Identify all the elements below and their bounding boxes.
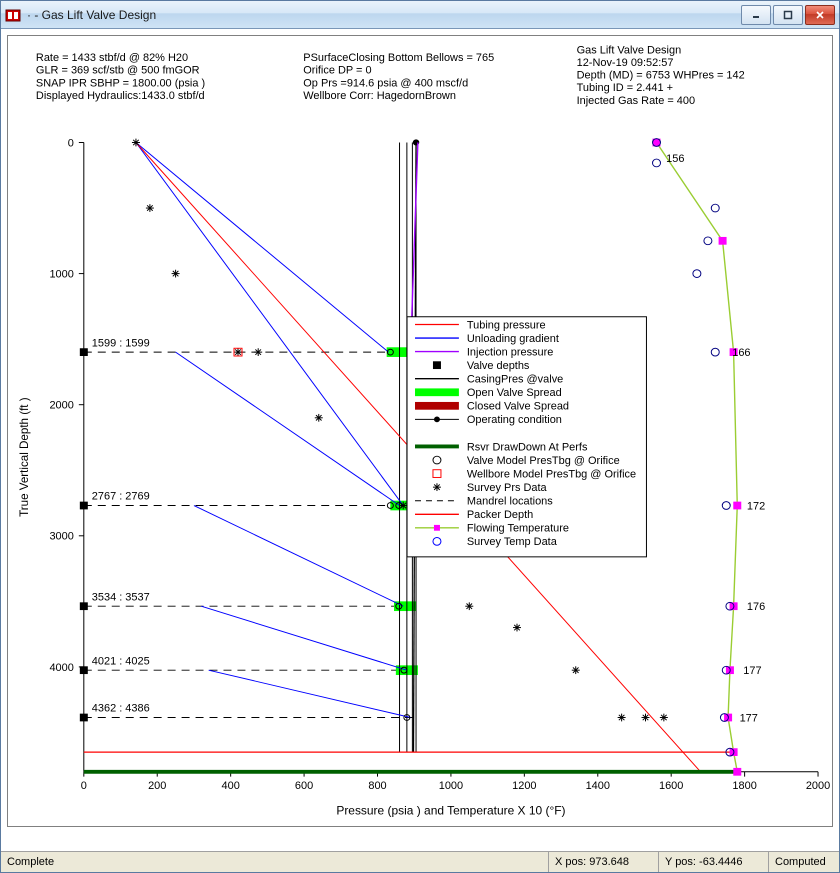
svg-text:176: 176	[747, 601, 765, 613]
svg-text:Op Prs =914.6 psia @ 400 mscf: Op Prs =914.6 psia @ 400 mscf/d	[303, 77, 468, 89]
svg-text:PSurfaceClosing Bottom Bellows: PSurfaceClosing Bottom Bellows = 765	[303, 52, 494, 64]
svg-text:4362 : 4386: 4362 : 4386	[92, 703, 150, 715]
svg-text:1000: 1000	[439, 780, 463, 792]
svg-text:4000: 4000	[49, 662, 73, 674]
svg-text:Gas Lift Valve Design: Gas Lift Valve Design	[577, 45, 682, 57]
svg-text:GLR = 369 scf/stb @ 500 fmGOR: GLR = 369 scf/stb @ 500 fmGOR	[36, 65, 200, 77]
svg-text:Survey Temp Data: Survey Temp Data	[467, 536, 557, 548]
svg-text:2000: 2000	[49, 400, 73, 412]
svg-text:Flowing Temperature: Flowing Temperature	[467, 523, 569, 535]
svg-text:4021 : 4025: 4021 : 4025	[92, 656, 150, 668]
svg-text:Orifice DP = 0: Orifice DP = 0	[303, 65, 371, 77]
app-icon	[5, 7, 21, 23]
svg-text:Depth (MD) = 6753 WHPre: Depth (MD) = 6753 WHPres = 142	[577, 70, 745, 82]
svg-text:177: 177	[743, 665, 761, 677]
statusbar: Complete X pos: 973.648 Y pos: -63.4446 …	[1, 851, 839, 872]
svg-text:Injected Gas Rate = 400: Injected Gas Rate = 400	[577, 95, 695, 107]
svg-text:Wellbore Model PresTbg @ Orifi: Wellbore Model PresTbg @ Orifice	[467, 469, 636, 481]
svg-text:Survey Prs Data: Survey Prs Data	[467, 482, 547, 494]
status-mode: Computed	[769, 852, 839, 872]
svg-text:Tubing ID = 2.441 +: Tubing ID = 2.441 +	[577, 82, 673, 94]
svg-text:Tubing pressure: Tubing pressure	[467, 320, 546, 332]
svg-text:Mandrel locations: Mandrel locations	[467, 496, 553, 508]
svg-text:CasingPres @valve: CasingPres @valve	[467, 374, 563, 386]
svg-text:156: 156	[666, 153, 684, 165]
plot-panel: Rate = 1433 stbf/d @ 82% H20GLR = 369 sc…	[7, 35, 833, 827]
svg-text:400: 400	[222, 780, 240, 792]
svg-text:1000: 1000	[49, 269, 73, 281]
svg-text:Packer Depth: Packer Depth	[467, 509, 533, 521]
status-left: Complete	[1, 852, 549, 872]
status-ypos: Y pos: -63.4446	[659, 852, 769, 872]
svg-text:0: 0	[81, 780, 87, 792]
svg-text:0: 0	[68, 138, 74, 150]
svg-text:12-Nov-19 09:52:57: 12-Nov-19 09:52:57	[577, 57, 674, 69]
svg-text:Displayed Hydraulics:1433.0 st: Displayed Hydraulics:1433.0 stbf/d	[36, 90, 205, 102]
svg-text:Pressure (psia ) and Tempera: Pressure (psia ) and Temperature X 10 (°…	[336, 805, 565, 818]
svg-text:1800: 1800	[732, 780, 756, 792]
svg-text:172: 172	[747, 501, 765, 513]
svg-text:Valve depths: Valve depths	[467, 360, 530, 372]
svg-text:Wellbore Corr: HagedornBrown: Wellbore Corr: HagedornBrown	[303, 90, 456, 102]
app-window: · - Gas Lift Valve Design Rate = 1433 st…	[0, 0, 840, 873]
svg-text:2767 : 2769: 2767 : 2769	[92, 491, 150, 503]
svg-text:600: 600	[295, 780, 313, 792]
minimize-button[interactable]	[741, 5, 771, 25]
content-area: Rate = 1433 stbf/d @ 82% H20GLR = 369 sc…	[1, 29, 839, 851]
svg-text:Closed Valve Spread: Closed Valve Spread	[467, 401, 569, 413]
svg-text:Operating condition: Operating condition	[467, 414, 562, 426]
svg-text:1400: 1400	[586, 780, 610, 792]
svg-text:Open Valve Spread: Open Valve Spread	[467, 387, 562, 399]
svg-text:1600: 1600	[659, 780, 683, 792]
svg-text:1599 : 1599: 1599 : 1599	[92, 337, 150, 349]
svg-text:Rsvr DrawDown At Perfs: Rsvr DrawDown At Perfs	[467, 441, 588, 453]
svg-text:Rate = 1433 stbf/d @ 82% H20: Rate = 1433 stbf/d @ 82% H20	[36, 52, 188, 64]
window-title: · - Gas Lift Valve Design	[27, 8, 741, 22]
svg-text:3000: 3000	[49, 531, 73, 543]
svg-text:800: 800	[368, 780, 386, 792]
svg-text:177: 177	[740, 713, 758, 725]
chart-canvas[interactable]: Rate = 1433 stbf/d @ 82% H20GLR = 369 sc…	[8, 36, 832, 826]
close-button[interactable]	[805, 5, 835, 25]
svg-text:3534 : 3537: 3534 : 3537	[92, 592, 150, 604]
svg-text:SNAP IPR SBHP = 1800.00 (psia: SNAP IPR SBHP = 1800.00 (psia )	[36, 77, 205, 89]
svg-text:True Vertical Depth (ft ): True Vertical Depth (ft )	[18, 397, 31, 517]
svg-text:2000: 2000	[806, 780, 830, 792]
svg-text:200: 200	[148, 780, 166, 792]
svg-text:Valve Model PresTbg @ Orifice: Valve Model PresTbg @ Orifice	[467, 455, 620, 467]
svg-text:Injection pressure: Injection pressure	[467, 347, 554, 359]
status-xpos: X pos: 973.648	[549, 852, 659, 872]
svg-text:166: 166	[732, 347, 750, 359]
titlebar: · - Gas Lift Valve Design	[1, 1, 839, 29]
svg-text:1200: 1200	[512, 780, 536, 792]
maximize-button[interactable]	[773, 5, 803, 25]
svg-text:Unloading gradient: Unloading gradient	[467, 333, 559, 345]
window-controls	[741, 5, 835, 25]
